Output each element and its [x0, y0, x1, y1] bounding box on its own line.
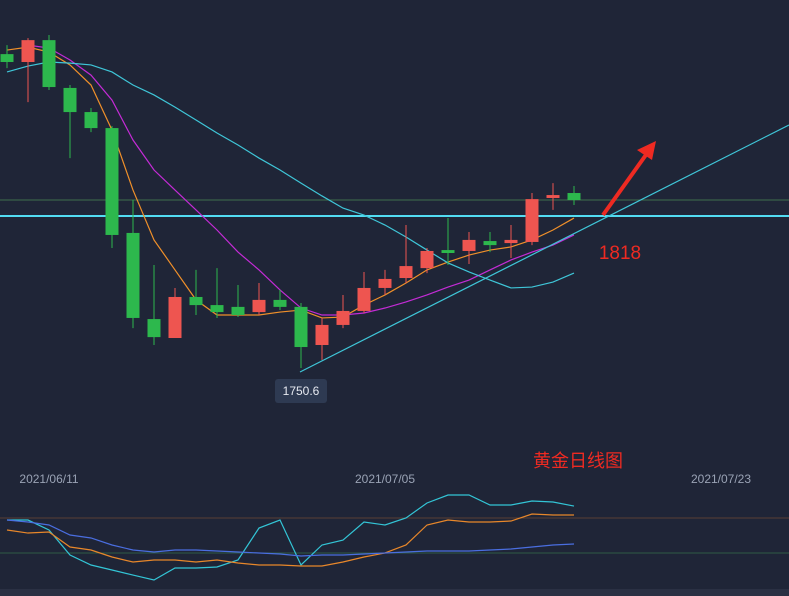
- candle-body: [105, 128, 119, 235]
- low-label-box: [275, 379, 327, 403]
- chart-title: 黄金日线图: [533, 451, 623, 471]
- low-label: 1750.6: [283, 384, 320, 398]
- x-tick-label: 2021/07/05: [355, 472, 415, 486]
- indicator-line: [6, 519, 575, 557]
- candle-body: [357, 287, 371, 311]
- candle-body: [189, 296, 203, 306]
- candle-body: [210, 305, 224, 313]
- candle-body: [147, 319, 161, 338]
- candle-body: [168, 296, 182, 339]
- candle-body: [420, 250, 434, 269]
- candle-body: [231, 306, 245, 316]
- candle-body: [378, 278, 392, 288]
- arrow-head: [637, 141, 656, 160]
- candle-body: [0, 54, 14, 63]
- candle-body: [315, 324, 329, 345]
- bottom-bar: [0, 589, 789, 596]
- arrow-shaft: [601, 150, 650, 217]
- moving-average: [6, 61, 575, 289]
- candle-body: [441, 250, 455, 253]
- x-tick-label: 2021/06/11: [19, 472, 78, 486]
- candle-body: [126, 232, 140, 318]
- level-label: 1818: [599, 243, 641, 264]
- candle-body: [42, 40, 56, 88]
- candle-body: [294, 306, 308, 348]
- candle-body: [462, 239, 476, 251]
- candle-body: [336, 310, 350, 325]
- candle-body: [567, 193, 581, 201]
- candle-body: [63, 87, 77, 113]
- moving-average: [6, 46, 575, 319]
- candle-body: [483, 241, 497, 246]
- candle-body: [21, 40, 35, 63]
- candle-body: [273, 299, 287, 307]
- candle-body: [546, 195, 560, 198]
- candle-body: [84, 112, 98, 129]
- candle-body: [399, 266, 413, 279]
- candle-body: [252, 299, 266, 313]
- x-tick-label: 2021/07/23: [691, 472, 751, 486]
- candle-body: [504, 239, 518, 244]
- indicator-line: [6, 513, 574, 567]
- trend-line: [299, 124, 789, 373]
- indicator-line: [7, 494, 575, 581]
- candle-body: [525, 199, 539, 242]
